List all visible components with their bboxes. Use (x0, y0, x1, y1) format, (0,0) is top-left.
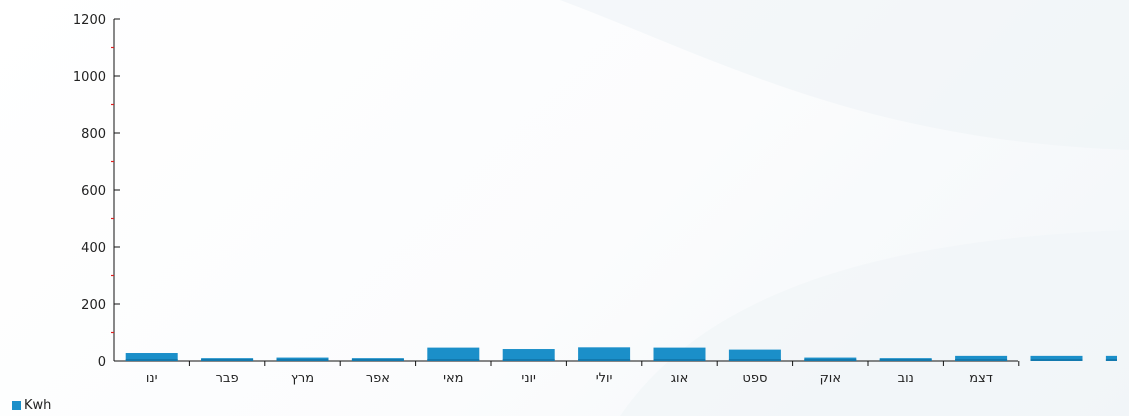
legend-label: Kwh (24, 397, 52, 413)
y-tick-label: 600 (81, 184, 106, 199)
x-tick-label: נוב (898, 371, 914, 386)
y-tick-label: 0 (98, 355, 106, 370)
y-tick-label: 200 (81, 298, 106, 313)
bar-base (1030, 359, 1083, 361)
bar (1105, 355, 1117, 361)
y-axis: 0 200 400 600 800 1000 1200 (73, 13, 120, 370)
bar (578, 347, 631, 361)
bar-base (578, 359, 631, 361)
bar-base (201, 359, 254, 361)
bar-base (653, 359, 706, 361)
x-tick-label: מאי (443, 371, 463, 386)
x-tick-label: אוק (820, 371, 841, 386)
x-axis (114, 360, 1020, 366)
y-tick-label: 1000 (73, 70, 106, 85)
x-tick-label: מרץ (291, 371, 314, 386)
x-tick-label: דצמ (969, 371, 993, 386)
x-tick-label: יוני (521, 371, 536, 386)
y-tick-label: 400 (81, 241, 106, 256)
bar-base (879, 359, 932, 361)
bar (125, 353, 178, 361)
x-tick-label: ינו (146, 371, 158, 386)
bar (955, 355, 1008, 361)
x-tick-label: אפר (366, 371, 390, 386)
category-labels: ינו פבר מרץ אפר מאי יוני יולי אוג ספט אוק נוב דצמ (146, 371, 993, 386)
bar-base (804, 359, 857, 361)
legend: Kwh (12, 396, 51, 414)
bar-base (427, 359, 480, 361)
x-tick-label: אוג (671, 371, 689, 386)
legend-swatch (12, 400, 21, 410)
bar-base (1105, 359, 1117, 361)
bar-base (351, 359, 404, 361)
x-tick-label: יולי (596, 371, 613, 386)
bar-base (276, 359, 329, 361)
bar (1030, 355, 1083, 361)
x-tick-label: פבר (216, 371, 239, 386)
bars (125, 347, 1117, 361)
bar (653, 347, 706, 361)
bar-base (502, 359, 555, 361)
bar (728, 349, 781, 361)
bar-base (955, 359, 1008, 361)
bar-base (125, 359, 178, 361)
y-tick-label: 800 (81, 127, 106, 142)
bar-base (728, 359, 781, 361)
bar (427, 347, 480, 361)
y-tick-label: 1200 (73, 13, 106, 28)
bar (502, 349, 555, 361)
x-tick-label: ספט (742, 371, 767, 386)
